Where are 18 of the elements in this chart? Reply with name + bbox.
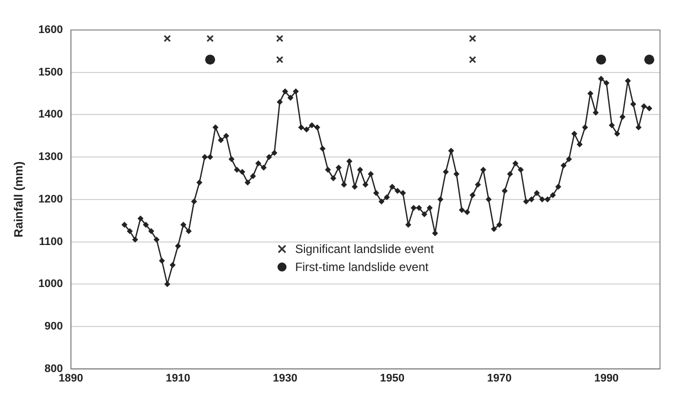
y-tick-label: 1400	[38, 108, 63, 121]
x-tick-label: 1910	[166, 372, 190, 384]
x-tick-label: 1930	[272, 372, 298, 384]
y-tick-label: 800	[44, 362, 63, 375]
y-tick-label: 1100	[38, 236, 63, 248]
y-tick-label: 1300	[38, 151, 63, 164]
y-tick-label: 1500	[38, 66, 63, 78]
y-axis-title: Rainfall (mm)	[12, 161, 26, 238]
y-tick-label: 900	[44, 320, 63, 332]
y-tick-label: 1600	[38, 24, 63, 36]
x-tick-label: 1970	[487, 372, 512, 384]
legend-label: Significant landslide event	[295, 241, 434, 258]
y-tick-label: 1200	[38, 193, 63, 206]
x-tick-label: 1950	[380, 372, 404, 384]
legend-label: First-time landslide event	[295, 259, 428, 276]
y-tick-label: 1000	[38, 278, 63, 290]
x-tick-label: 1990	[594, 372, 619, 384]
x-tick-label: 1890	[58, 372, 84, 384]
